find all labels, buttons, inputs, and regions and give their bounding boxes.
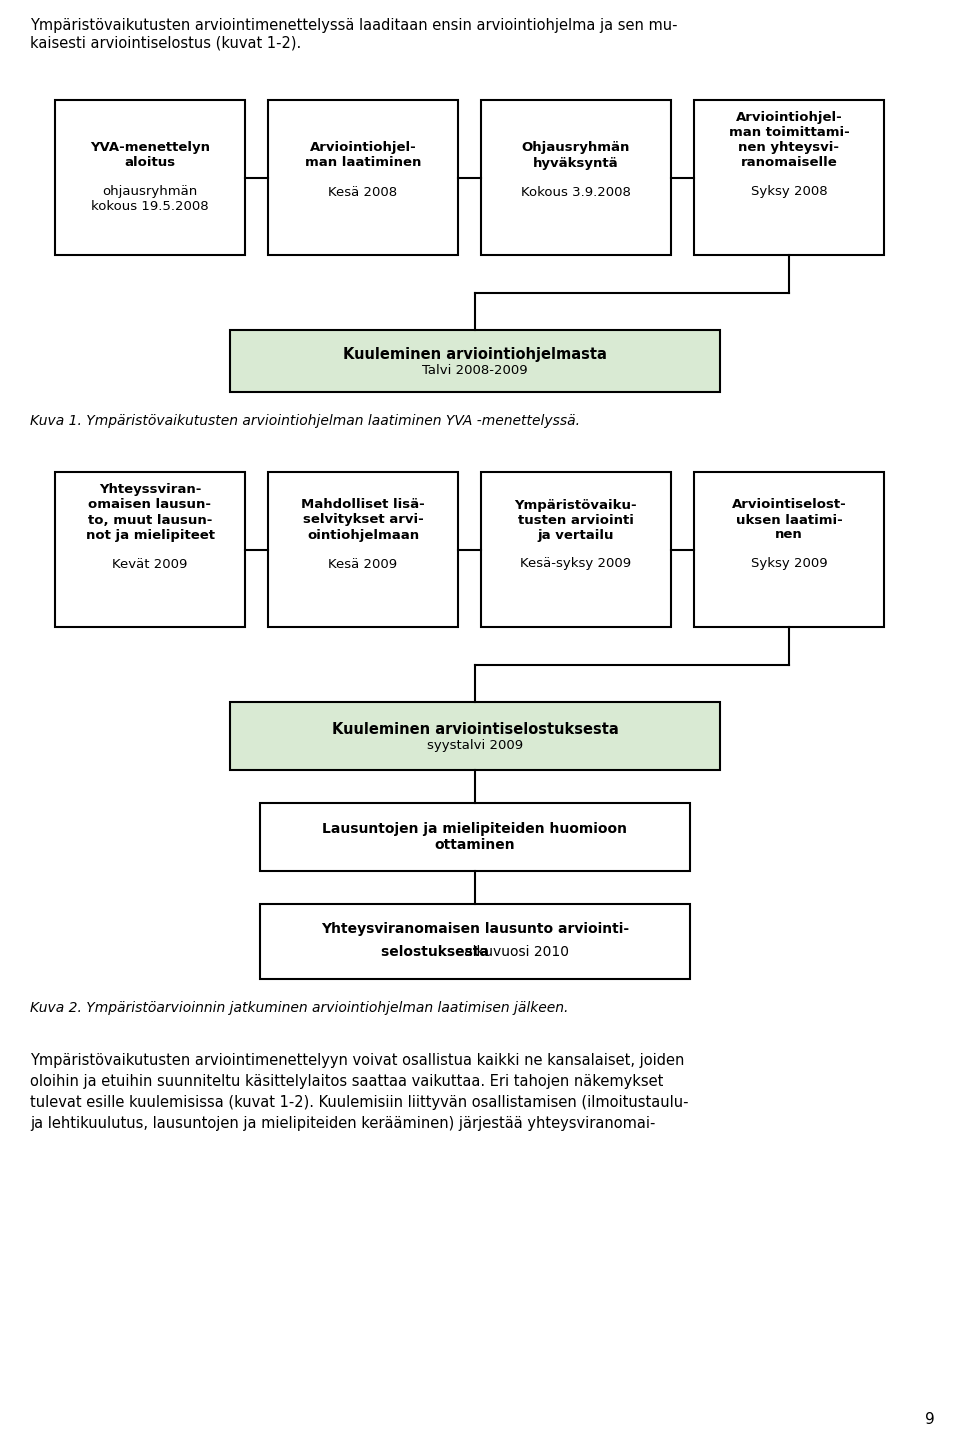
Text: syystalvi 2009: syystalvi 2009 (427, 738, 523, 751)
Text: Mahdolliset lisä-
selvitykset arvi-
ointiohjelmaan: Mahdolliset lisä- selvitykset arvi- oint… (301, 498, 425, 542)
Text: Kuva 2. Ympäristöarvioinnin jatkuminen arviointiohjelman laatimisen jälkeen.: Kuva 2. Ympäristöarvioinnin jatkuminen a… (30, 1001, 568, 1015)
Text: Yhteysviranomaisen lausunto arviointi-: Yhteysviranomaisen lausunto arviointi- (321, 923, 629, 937)
Bar (260, 803, 690, 871)
Text: Kuuleminen arviointiselostuksesta: Kuuleminen arviointiselostuksesta (331, 722, 618, 736)
Text: Syksy 2009: Syksy 2009 (751, 557, 828, 570)
Text: Kuuleminen arviointiohjelmasta: Kuuleminen arviointiohjelmasta (343, 347, 607, 361)
Text: Kuva 1. Ympäristövaikutusten arviointiohjelman laatiminen YVA -menettelyssä.: Kuva 1. Ympäristövaikutusten arviointioh… (30, 414, 580, 427)
Text: alkuvuosi 2010: alkuvuosi 2010 (464, 944, 568, 959)
Bar (230, 702, 720, 770)
Text: Kevät 2009: Kevät 2009 (112, 557, 188, 570)
Text: Ympäristövaikutusten arviointimenettelyyn voivat osallistua kaikki ne kansalaise: Ympäristövaikutusten arviointimenettelyy… (30, 1053, 684, 1069)
Text: Kokous 3.9.2008: Kokous 3.9.2008 (521, 185, 631, 198)
Bar (55, 100, 245, 256)
Text: Yhteyssviran-
omaisen lausun-
to, muut lausun-
not ja mielipiteet: Yhteyssviran- omaisen lausun- to, muut l… (85, 484, 214, 542)
Text: ja lehtikuulutus, lausuntojen ja mielipiteiden kerääminen) järjestää yhteysviran: ja lehtikuulutus, lausuntojen ja mielipi… (30, 1116, 656, 1131)
Text: Arviointiohjel-
man laatiminen: Arviointiohjel- man laatiminen (305, 142, 421, 169)
Bar (260, 904, 690, 979)
Bar (268, 472, 458, 627)
Bar (268, 100, 458, 256)
Bar (481, 472, 671, 627)
Text: Ympäristövaiku-
tusten arviointi
ja vertailu: Ympäristövaiku- tusten arviointi ja vert… (515, 498, 637, 542)
Text: 9: 9 (925, 1412, 935, 1428)
Text: selostuksesta: selostuksesta (381, 944, 494, 959)
Text: YVA-menettelyn
aloitus: YVA-menettelyn aloitus (90, 142, 210, 169)
Text: tulevat esille kuulemisissa (kuvat 1-2). Kuulemisiin liittyvän osallistamisen (i: tulevat esille kuulemisissa (kuvat 1-2).… (30, 1095, 688, 1110)
Text: Kesä 2009: Kesä 2009 (328, 557, 397, 570)
Text: Ohjausryhmän
hyväksyntä: Ohjausryhmän hyväksyntä (522, 142, 630, 169)
Text: Lausuntojen ja mielipiteiden huomioon
ottaminen: Lausuntojen ja mielipiteiden huomioon ot… (323, 822, 628, 852)
Text: Kesä 2008: Kesä 2008 (328, 185, 397, 198)
Text: Arviointiohjel-
man toimittami-
nen yhteysvi-
ranomaiselle: Arviointiohjel- man toimittami- nen yhte… (729, 111, 850, 169)
Text: Talvi 2008-2009: Talvi 2008-2009 (422, 364, 528, 377)
Bar (694, 100, 884, 256)
Text: ohjausryhmän
kokous 19.5.2008: ohjausryhmän kokous 19.5.2008 (91, 185, 209, 214)
Bar (55, 472, 245, 627)
Text: Syksy 2008: Syksy 2008 (751, 185, 828, 198)
Bar (230, 331, 720, 391)
Text: Ympäristövaikutusten arviointimenettelyssä laaditaan ensin arviointiohjelma ja s: Ympäristövaikutusten arviointimenettelys… (30, 17, 678, 51)
Text: oloihin ja etuihin suunniteltu käsittelylaitos saattaa vaikuttaa. Eri tahojen nä: oloihin ja etuihin suunniteltu käsittely… (30, 1074, 663, 1089)
Bar (694, 472, 884, 627)
Text: Kesä-syksy 2009: Kesä-syksy 2009 (520, 557, 632, 570)
Text: Arviointiselost-
uksen laatimi-
nen: Arviointiselost- uksen laatimi- nen (732, 498, 847, 542)
Bar (481, 100, 671, 256)
